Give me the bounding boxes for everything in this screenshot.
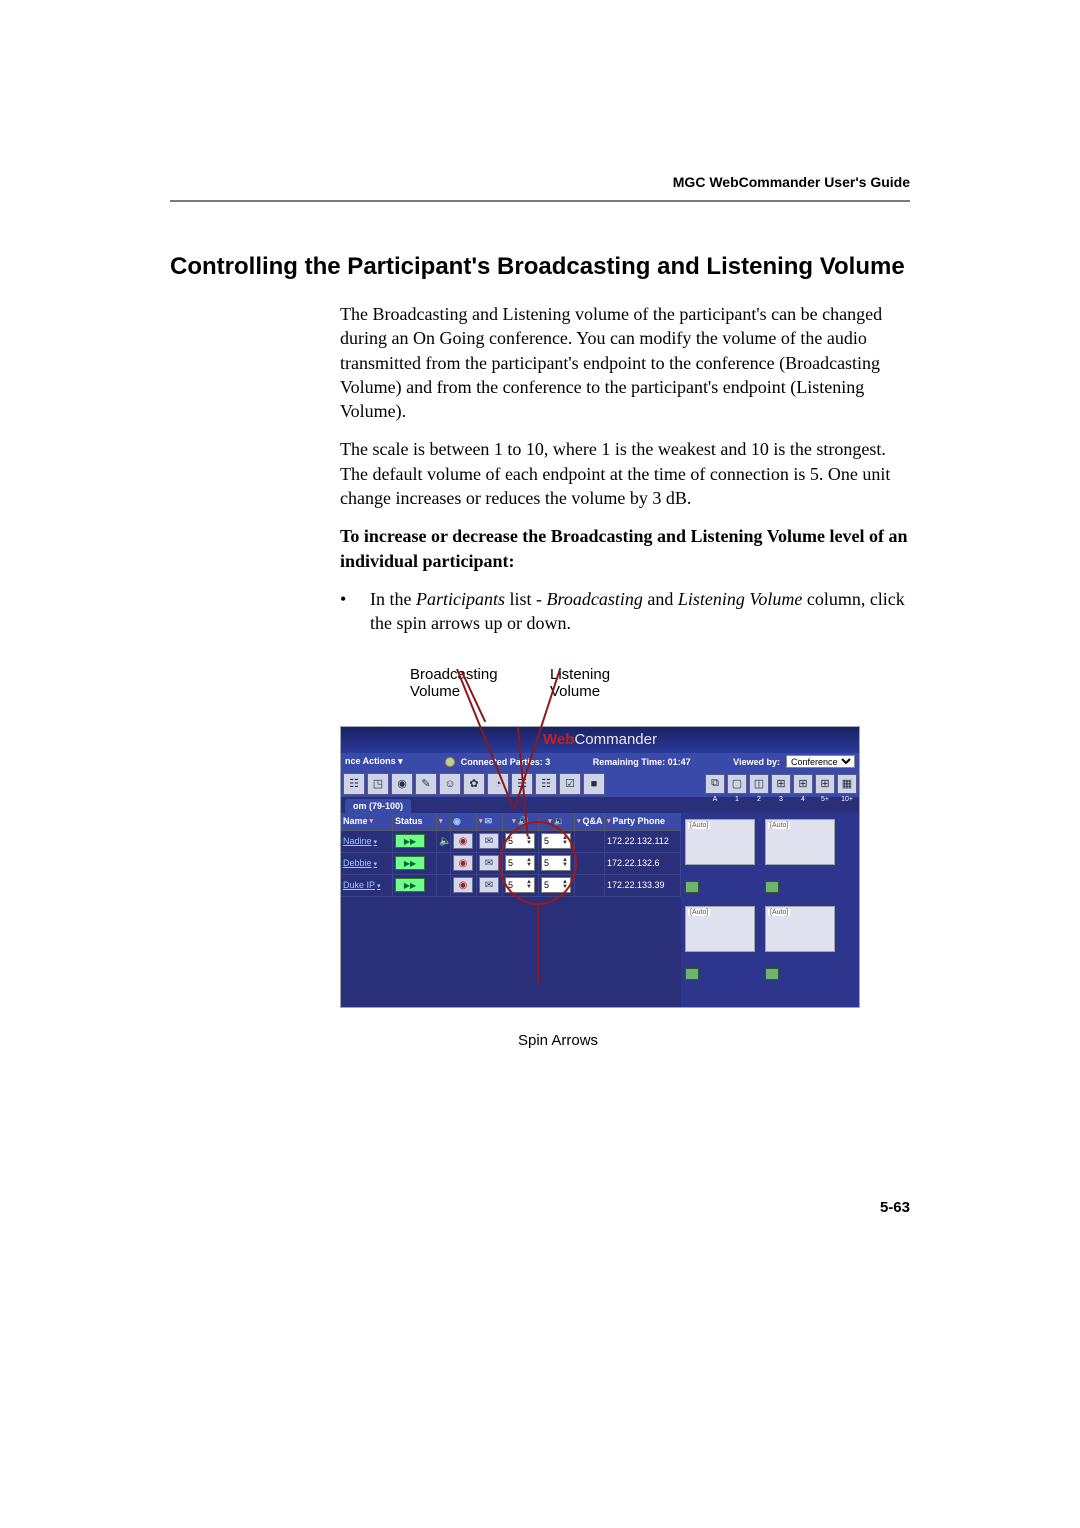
participants-grid: Name▾ Status ▾ ◉ ▾✉ ▾🔊 ▾🔉 ▾Q&A ▾Party Ph… — [341, 813, 681, 1007]
toolbar-icon[interactable]: ☰ — [511, 773, 533, 795]
bullet-marker: • — [340, 587, 370, 636]
viewed-by-label: Viewed by: — [733, 757, 780, 767]
remaining-time-label: Remaining Time: 01:47 — [593, 757, 691, 767]
col-name[interactable]: Name▾ — [341, 813, 393, 830]
callout-row: BroadcastingVolume ListeningVolume — [340, 666, 910, 726]
mute-button[interactable]: ◉ — [453, 855, 473, 871]
header-guide: MGC WebCommander User's Guide — [673, 174, 910, 190]
viewed-by-select[interactable]: Conference — [786, 755, 855, 768]
broadcast-volume-spinner[interactable]: 5▲▼ — [505, 877, 535, 893]
video-thumbnail[interactable]: [Auto] — [685, 906, 755, 952]
webcommander-screenshot: WebCommander nce Actions ▾ Connected Par… — [340, 726, 860, 1008]
callout-listening: ListeningVolume — [550, 666, 610, 701]
layout-auto-button[interactable]: ⧉A — [705, 774, 725, 794]
video-thumbnail[interactable]: [Auto] — [765, 906, 835, 952]
message-button[interactable]: ✉ — [479, 833, 499, 849]
icon-toolbar: ☷ ◳ ◉ ✎ ☺ ✿ ◔ ☰ ☷ ☑ ■ ⧉A ▢1 ◫2 ⊞3 ⊞4 ⊞5+ — [341, 771, 859, 797]
party-phone-cell: 172.22.132.112 — [605, 831, 681, 852]
layout-10plus-button[interactable]: ▦10+ — [837, 774, 857, 794]
listen-volume-spinner[interactable]: 5▲▼ — [541, 855, 571, 871]
body-para-2: The scale is between 1 to 10, where 1 is… — [340, 437, 910, 510]
mute-button[interactable]: ◉ — [453, 833, 473, 849]
participant-name-link[interactable]: Duke IP▾ — [343, 880, 381, 890]
callout-spin-arrows: Spin Arrows — [518, 1032, 910, 1049]
listen-volume-spinner[interactable]: 5▲▼ — [541, 877, 571, 893]
col-listen-vol[interactable]: ▾🔉 — [539, 813, 575, 830]
app-titlebar: WebCommander — [341, 727, 859, 753]
figure: BroadcastingVolume ListeningVolume WebCo… — [340, 666, 910, 1049]
table-row: Nadine▾ ▶▶ 🔈 ◉ ✉ 5▲▼ 5▲▼ 172.22.132.112 — [341, 831, 681, 853]
speaker-icon — [685, 881, 699, 893]
toolbar-icon[interactable]: ◳ — [367, 773, 389, 795]
instruction-heading: To increase or decrease the Broadcasting… — [340, 524, 910, 573]
grid-header-row: Name▾ Status ▾ ◉ ▾✉ ▾🔊 ▾🔉 ▾Q&A ▾Party Ph… — [341, 813, 681, 831]
toolbar-icon[interactable]: ✿ — [463, 773, 485, 795]
status-badge: ▶▶ — [395, 878, 425, 892]
table-row: Debbie▾ ▶▶ ◉ ✉ 5▲▼ 5▲▼ 172.22.132.6 — [341, 853, 681, 875]
section-title: Controlling the Participant's Broadcasti… — [170, 252, 910, 282]
toolbar-icon[interactable]: ◔ — [487, 773, 509, 795]
listen-volume-spinner[interactable]: 5▲▼ — [541, 833, 571, 849]
layout-5plus-button[interactable]: ⊞5+ — [815, 774, 835, 794]
col-status[interactable]: Status — [393, 813, 437, 830]
conference-tab[interactable]: om (79-100) — [345, 799, 411, 813]
conference-actions-menu[interactable]: nce Actions ▾ — [345, 756, 403, 767]
status-badge: ▶▶ — [395, 856, 425, 870]
connected-parties-label: Connected Parties: 3 — [461, 757, 551, 767]
toolbar-icon[interactable]: ◉ — [391, 773, 413, 795]
video-thumbnail[interactable]: [Auto] — [765, 819, 835, 865]
layout-2-button[interactable]: ◫2 — [749, 774, 769, 794]
app-brand: WebCommander — [543, 731, 657, 748]
toolbar-icon[interactable]: ✎ — [415, 773, 437, 795]
mute-button[interactable]: ◉ — [453, 877, 473, 893]
toolbar-icon[interactable]: ☷ — [535, 773, 557, 795]
col-icon2[interactable]: ▾✉ — [477, 813, 503, 830]
broadcast-volume-spinner[interactable]: 5▲▼ — [505, 855, 535, 871]
col-party-phone[interactable]: ▾Party Phone — [605, 813, 681, 830]
layout-4-button[interactable]: ⊞4 — [793, 774, 813, 794]
broadcast-volume-spinner[interactable]: 5▲▼ — [505, 833, 535, 849]
message-button[interactable]: ✉ — [479, 855, 499, 871]
speaker-icon — [765, 881, 779, 893]
video-thumbnail[interactable]: [Auto] — [685, 819, 755, 865]
bullet-text: In the Participants list - Broadcasting … — [370, 587, 910, 636]
col-icon1[interactable]: ◉ — [451, 813, 477, 830]
status-dot-icon — [445, 757, 455, 767]
col-broadcast-vol[interactable]: ▾🔊 — [503, 813, 539, 830]
toolbar-icon[interactable]: ☷ — [343, 773, 365, 795]
col-qa[interactable]: ▾Q&A — [575, 813, 605, 830]
layout-3-button[interactable]: ⊞3 — [771, 774, 791, 794]
status-badge: ▶▶ — [395, 834, 425, 848]
toolbar-icon[interactable]: ■ — [583, 773, 605, 795]
participant-name-link[interactable]: Debbie▾ — [343, 858, 377, 868]
header-rule: MGC WebCommander User's Guide — [170, 200, 910, 202]
audio-icon: 🔈 — [439, 836, 451, 847]
bullet-item: • In the Participants list - Broadcastin… — [340, 587, 910, 636]
toolbar-icon[interactable]: ☑ — [559, 773, 581, 795]
video-layout-panel: [Auto] [Auto] [Auto] — [681, 813, 859, 1007]
message-button[interactable]: ✉ — [479, 877, 499, 893]
body-para-1: The Broadcasting and Listening volume of… — [340, 302, 910, 423]
page-number: 5-63 — [170, 1199, 910, 1216]
col-audio[interactable]: ▾ — [437, 813, 451, 830]
speaker-icon — [765, 968, 779, 980]
speaker-icon — [685, 968, 699, 980]
table-row: Duke IP▾ ▶▶ ◉ ✉ 5▲▼ 5▲▼ 172.22.133.39 — [341, 875, 681, 897]
info-toolbar: nce Actions ▾ Connected Parties: 3 Remai… — [341, 753, 859, 771]
toolbar-icon[interactable]: ☺ — [439, 773, 461, 795]
party-phone-cell: 172.22.132.6 — [605, 853, 681, 874]
layout-1-button[interactable]: ▢1 — [727, 774, 747, 794]
participant-name-link[interactable]: Nadine▾ — [343, 836, 377, 846]
party-phone-cell: 172.22.133.39 — [605, 875, 681, 896]
callout-broadcasting: BroadcastingVolume — [410, 666, 498, 701]
